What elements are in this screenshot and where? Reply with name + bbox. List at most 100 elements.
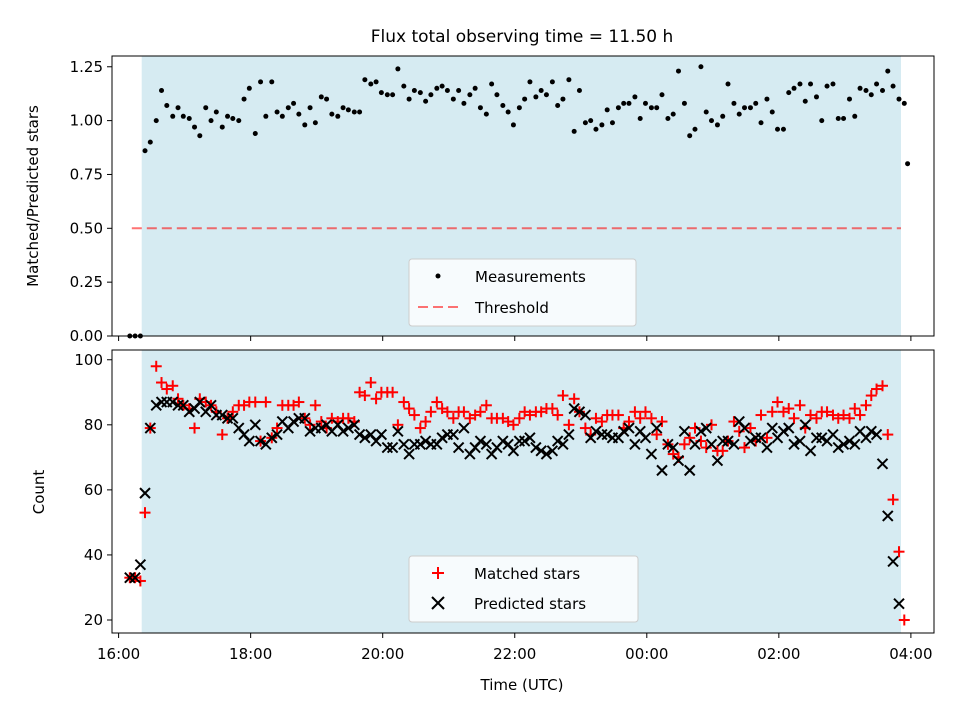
predicted-star-point (629, 438, 641, 451)
bottom-x-tick-label: 20:00 (361, 645, 404, 663)
predicted-star-point (129, 571, 141, 584)
predicted-star-point (755, 432, 767, 444)
measurement-point (434, 85, 440, 91)
predicted-star-point (227, 412, 239, 425)
measurement-point (588, 118, 594, 124)
predicted-star-point (144, 422, 157, 434)
measurement-point (874, 81, 880, 87)
measurement-point (543, 92, 549, 98)
matched-star-point (717, 445, 729, 457)
predicted-star-point (722, 435, 734, 447)
measurement-point (378, 90, 384, 96)
measurement-point (538, 87, 544, 93)
predicted-star-point (832, 441, 844, 454)
predicted-star-point (551, 435, 564, 447)
measurement-point (527, 79, 533, 85)
measurement-point (417, 90, 423, 96)
measurement-point (576, 87, 582, 93)
matched-star-point (480, 399, 492, 411)
matched-star-point (755, 409, 767, 421)
predicted-star-point (474, 435, 487, 447)
measurement-point (362, 77, 368, 83)
matched-star-point (733, 425, 745, 437)
matched-star-point (579, 422, 591, 434)
measurement-point (791, 85, 797, 91)
top-y-tick-label: 0.50 (70, 219, 103, 237)
matched-star-point (877, 380, 889, 392)
matched-star-point (788, 412, 800, 424)
measurement-point (687, 133, 693, 139)
measurement-point (269, 79, 275, 85)
measurement-point (890, 83, 896, 89)
measurement-point (390, 92, 396, 98)
measurement-point (797, 81, 803, 87)
predicted-star-point (568, 402, 580, 415)
predicted-star-point (497, 435, 509, 447)
measurement-point (841, 115, 847, 121)
measurement-point (197, 133, 203, 139)
measurement-point (708, 118, 714, 124)
top-y-axis-ticks: 0.00 0.25 0.50 0.75 1.00 1.25 (70, 58, 112, 345)
matched-star-point (524, 409, 536, 421)
measurement-point (225, 113, 231, 119)
predicted-star-point (436, 432, 448, 444)
matched-star-point (513, 412, 525, 424)
matched-star-point (172, 393, 184, 405)
predicted-star-point (480, 438, 493, 451)
bottom-y-axis-ticks: 20 40 60 80 100 (74, 351, 112, 629)
legend-matched-marker (432, 567, 444, 579)
measurement-point (477, 105, 483, 111)
predicted-star-point (419, 435, 432, 447)
matched-star-point (552, 409, 564, 421)
measurement-point (450, 96, 456, 102)
predicted-star-point (744, 435, 757, 447)
matched-star-point (700, 442, 712, 454)
measurement-point (609, 120, 615, 126)
predicted-star-point (535, 445, 547, 457)
measurement-point (516, 105, 522, 111)
predicted-star-point (794, 435, 806, 447)
legend-measurements-label: Measurements (475, 268, 586, 286)
matched-star-point (398, 396, 410, 408)
matched-star-point (249, 396, 261, 408)
measurement-point (808, 81, 814, 87)
predicted-star-point (761, 441, 773, 454)
predicted-star-point (403, 448, 415, 460)
matched-star-point (766, 406, 778, 418)
predicted-star-point (167, 396, 179, 408)
measurement-point (472, 85, 478, 91)
measurement-point (863, 87, 869, 93)
predicted-star-point (266, 432, 278, 444)
measurement-point (406, 96, 412, 102)
bottom-legend: Matched stars Predicted stars (408, 555, 639, 623)
matched-star-point (623, 416, 635, 428)
matched-star-point (854, 409, 866, 421)
predicted-star-point (639, 432, 652, 444)
measurement-point (753, 100, 759, 106)
measurement-point (868, 92, 874, 98)
measurement-point (170, 113, 176, 119)
predicted-star-point (134, 558, 147, 571)
predicted-star-point (452, 441, 465, 454)
predicted-star-point (887, 555, 899, 568)
predicted-star-point (684, 464, 696, 477)
measurement-point (368, 81, 374, 87)
measurement-point (153, 118, 159, 124)
matched-star-point (794, 399, 806, 411)
measurement-point (582, 120, 588, 126)
predicted-star-point (243, 435, 256, 447)
matched-star-point (865, 390, 877, 402)
measurement-point (302, 122, 308, 128)
top-panel: Flux total observing time = 11.50 h 0.00… (24, 27, 935, 345)
predicted-star-point (788, 438, 800, 451)
matched-star-point (309, 399, 321, 411)
measurement-point (147, 139, 153, 145)
measurement-point (456, 87, 462, 93)
bottom-axes-frame (111, 349, 935, 634)
measurement-point (813, 94, 819, 100)
measurement-point (230, 115, 236, 121)
measurement-point (670, 111, 676, 117)
matched-star-point (860, 399, 872, 411)
measurement-point (725, 81, 731, 87)
predicted-star-point (414, 438, 427, 451)
